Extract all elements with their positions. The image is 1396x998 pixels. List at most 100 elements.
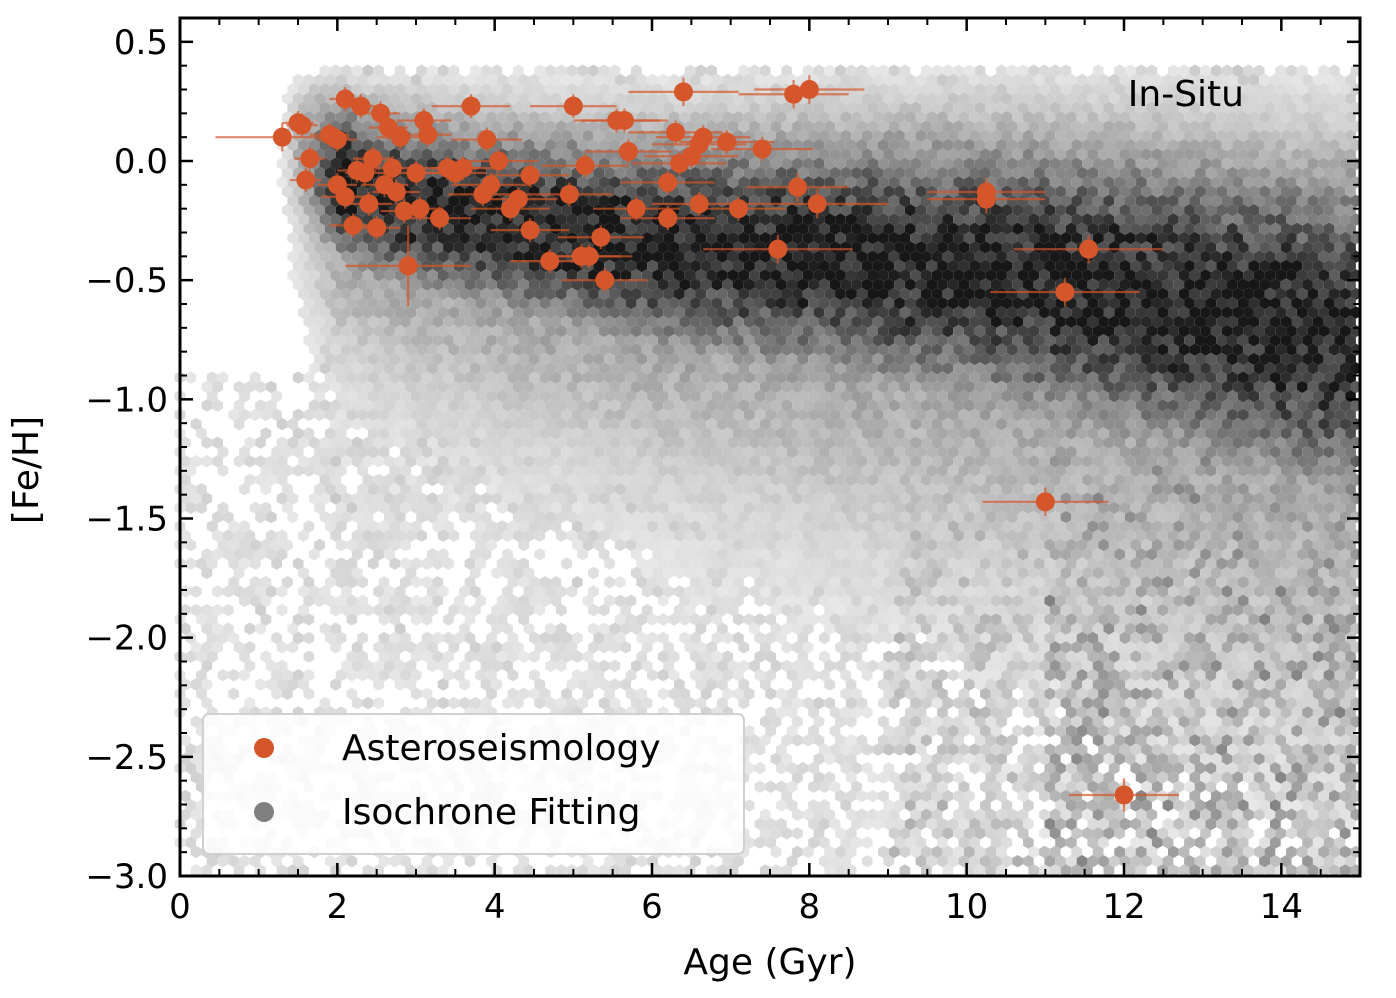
- density-hexbin: [486, 222, 497, 235]
- density-hexbin: [1312, 297, 1324, 310]
- density-hexbin: [631, 343, 642, 356]
- density-hexbin: [1227, 241, 1238, 254]
- density-hexbin: [700, 259, 712, 273]
- density-hexbin: [1253, 213, 1265, 226]
- density-hexbin: [389, 334, 401, 347]
- density-hexbin: [1114, 157, 1125, 170]
- density-hexbin: [496, 241, 508, 254]
- density-hexbin: [668, 334, 680, 347]
- density-hexbin: [1323, 129, 1335, 142]
- density-hexbin: [314, 315, 325, 328]
- density-hexbin: [700, 111, 712, 124]
- density-hexbin: [990, 297, 1002, 310]
- density-hexbin: [545, 138, 556, 152]
- density-hexbin: [1237, 278, 1249, 291]
- density-hexbin: [700, 297, 712, 310]
- density-hexbin: [759, 176, 771, 189]
- density-hexbin: [722, 166, 733, 180]
- density-hexbin: [953, 287, 964, 301]
- density-hexbin: [330, 306, 342, 319]
- density-hexbin: [953, 231, 964, 245]
- density-hexbin: [845, 324, 857, 338]
- density-hexbin: [792, 231, 803, 245]
- density-hexbin: [1184, 315, 1195, 328]
- density-hexbin: [1237, 166, 1249, 180]
- density-hexbin: [1012, 297, 1023, 310]
- density-hexbin: [1205, 166, 1217, 180]
- density-hexbin: [314, 204, 325, 217]
- density-hexbin: [475, 297, 487, 310]
- density-hexbin: [1157, 120, 1168, 133]
- density-hexbin: [647, 241, 658, 254]
- density-hexbin: [1259, 73, 1270, 87]
- density-hexbin: [1055, 92, 1066, 105]
- density-hexbin: [835, 287, 846, 301]
- density-hexbin: [1098, 204, 1109, 217]
- density-hexbin: [824, 306, 836, 319]
- density-hexbin: [727, 101, 739, 115]
- density-hexbin: [1157, 213, 1168, 226]
- density-hexbin: [690, 259, 701, 273]
- density-hexbin: [840, 129, 852, 142]
- density-hexbin: [486, 259, 497, 273]
- density-hexbin: [1060, 101, 1072, 115]
- density-hexbin: [808, 315, 819, 328]
- density-hexbin: [469, 343, 481, 356]
- density-hexbin: [888, 64, 900, 77]
- density-hexbin: [878, 120, 889, 133]
- density-hexbin: [980, 222, 991, 235]
- density-hexbin: [953, 83, 964, 96]
- density-hexbin: [733, 148, 744, 161]
- density-hexbin: [1296, 194, 1308, 208]
- density-hexbin: [464, 222, 476, 235]
- density-hexbin: [861, 185, 873, 198]
- density-hexbin: [1103, 194, 1115, 208]
- density-hexbin: [878, 101, 889, 115]
- density-hexbin: [910, 250, 921, 263]
- density-hexbin: [883, 129, 895, 142]
- density-hexbin: [459, 306, 470, 319]
- density-hexbin: [722, 315, 733, 328]
- density-hexbin: [657, 241, 669, 254]
- density-hexbin: [1012, 148, 1023, 161]
- density-hexbin: [437, 138, 449, 152]
- density-hexbin: [722, 241, 733, 254]
- density-hexbin: [749, 324, 760, 338]
- density-hexbin: [588, 306, 599, 319]
- density-hexbin: [1130, 204, 1142, 217]
- density-hexbin: [1227, 334, 1238, 347]
- density-hexbin: [319, 250, 331, 263]
- density-hexbin: [926, 129, 938, 142]
- density-hexbin: [722, 259, 733, 273]
- density-hexbin: [1323, 222, 1335, 235]
- density-hexbin: [1232, 231, 1244, 245]
- density-hexbin: [378, 334, 390, 347]
- density-hexbin: [1065, 148, 1077, 161]
- density-hexbin: [1280, 334, 1292, 347]
- density-hexbin: [1017, 101, 1029, 115]
- density-hexbin: [1001, 297, 1013, 310]
- density-hexbin: [539, 315, 551, 328]
- density-hexbin: [1071, 250, 1083, 263]
- density-hexbin: [1055, 129, 1066, 142]
- density-hexbin: [1076, 92, 1088, 105]
- density-hexbin: [1039, 101, 1050, 115]
- density-hexbin: [765, 92, 776, 105]
- density-hexbin: [716, 176, 728, 189]
- density-hexbin: [1275, 213, 1287, 226]
- density-hexbin: [1307, 231, 1319, 245]
- density-hexbin: [1205, 148, 1217, 161]
- density-hexbin: [341, 231, 352, 245]
- density-hexbin: [716, 343, 728, 356]
- density-hexbin: [1264, 306, 1276, 319]
- density-hexbin: [566, 64, 578, 77]
- density-hexbin: [373, 287, 384, 301]
- density-hexbin: [534, 324, 546, 338]
- density-hexbin: [1141, 204, 1152, 217]
- density-hexbin: [759, 324, 771, 338]
- density-hexbin: [1302, 259, 1313, 273]
- density-hexbin: [840, 73, 852, 87]
- density-hexbin: [459, 269, 470, 282]
- density-hexbin: [539, 111, 551, 124]
- density-hexbin: [539, 204, 551, 217]
